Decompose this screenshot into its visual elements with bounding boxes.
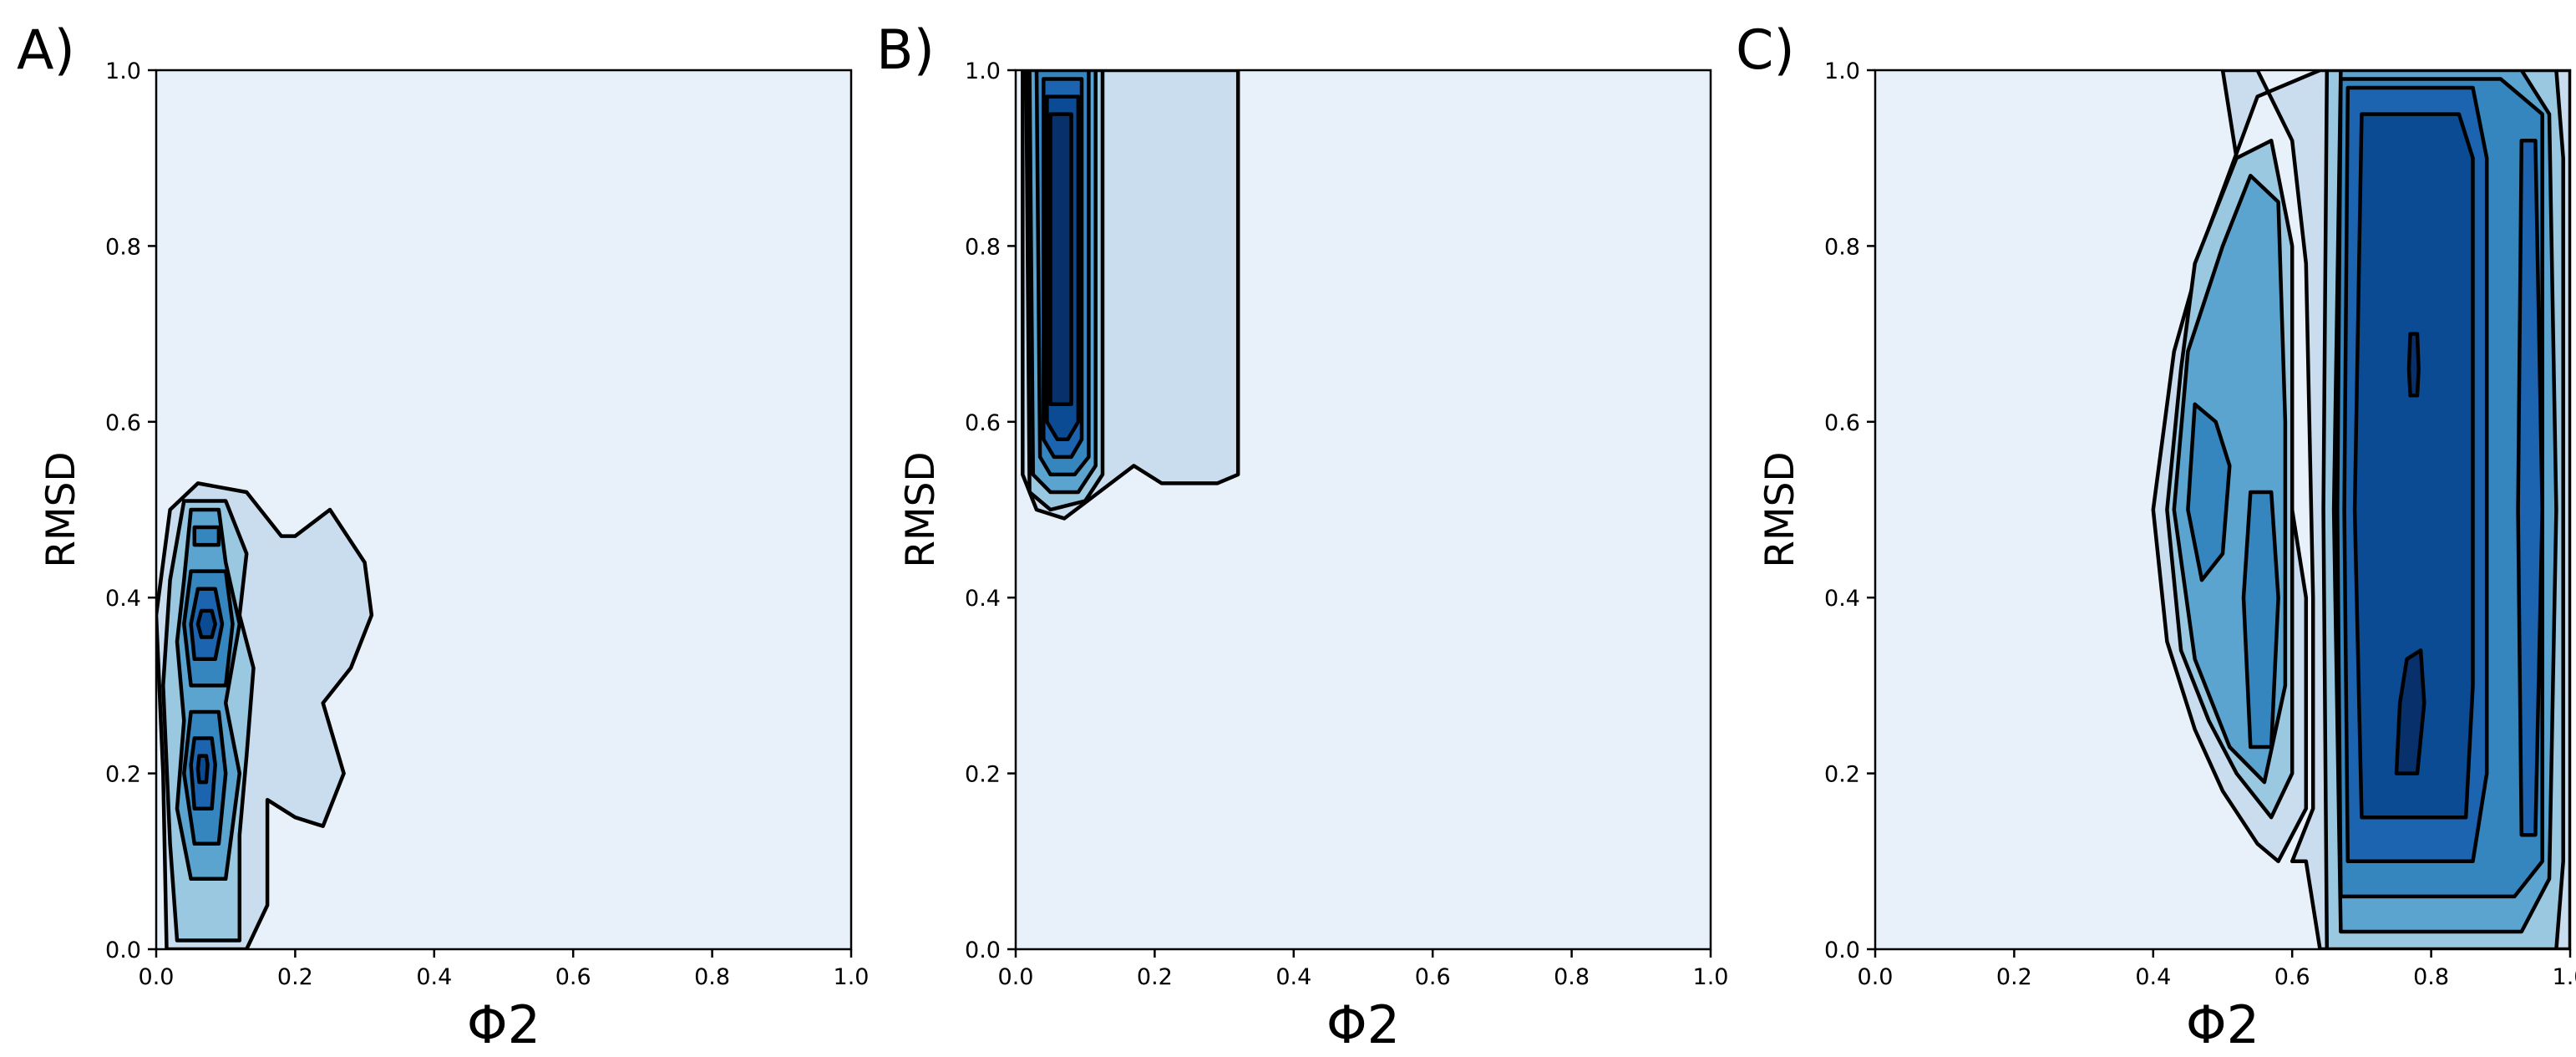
y-tick-label: 0.8 [105, 234, 141, 260]
x-tick-label: 0.4 [416, 964, 452, 990]
x-tick-label: 0.6 [1415, 964, 1451, 990]
contour-level-4 [192, 525, 221, 547]
x-tick-label: 0.6 [2274, 964, 2310, 990]
x-tick-label: 0.4 [2135, 964, 2171, 990]
contour-level-7 [1048, 112, 1073, 407]
x-tick-label: 1.0 [2553, 964, 2576, 990]
y-tick-label: 0.8 [965, 234, 1001, 260]
y-tick-label: 0.4 [105, 586, 141, 612]
y-tick-label: 1.0 [105, 58, 141, 84]
x-tick-label: 0.2 [277, 964, 313, 990]
contour-level-6 [195, 754, 210, 785]
x-axis-label: Φ2 [1326, 994, 1400, 1055]
y-tick-label: 1.0 [965, 58, 1001, 84]
contour-layer [2151, 70, 2570, 949]
panel-c: 0.0 0.2 0.4 0.6 0.8 1.0 0.0 0.2 0.4 0.6 0.8 1.0 Φ2 RM… [1736, 19, 2576, 1055]
panel-letter: A) [17, 19, 75, 82]
x-axis-label: Φ2 [467, 994, 540, 1055]
contour-level-6 [195, 608, 217, 639]
x-tick-label: 0.4 [1275, 964, 1311, 990]
x-tick-label: 0.2 [1137, 964, 1173, 990]
y-tick-label: 0.8 [1824, 234, 1860, 260]
x-axis-label: Φ2 [2186, 994, 2259, 1055]
axes-frame [155, 69, 853, 951]
panel-letter: B) [876, 19, 935, 82]
contour-level-5 [2516, 138, 2544, 837]
axes-frame [1874, 69, 2572, 951]
x-tick-label: 0.6 [555, 964, 591, 990]
y-tick-label: 0.0 [965, 938, 1001, 963]
x-tick-label: 0.8 [1554, 964, 1590, 990]
x-tick-label: 0.2 [1996, 964, 2032, 990]
axes-frame [1014, 69, 1712, 951]
y-tick-label: 0.2 [965, 762, 1001, 788]
y-tick-label: 0.6 [1824, 410, 1860, 436]
y-tick-label: 0.6 [965, 410, 1001, 436]
x-tick-label: 0.8 [2413, 964, 2449, 990]
panel-b: 0.0 0.2 0.4 0.6 0.8 1.0 0.0 0.2 0.4 0.6 0.8 1.0 Φ2 RM… [876, 19, 1728, 1055]
panel-a: 0.0 0.2 0.4 0.6 0.8 1.0 0.0 0.2 0.4 0.6 0.8 1.0 Φ2 RM… [17, 19, 869, 1055]
y-tick-label: 0.2 [105, 762, 141, 788]
y-axis-label: RMSD [1757, 451, 1803, 567]
x-tick-label: 0.0 [998, 964, 1034, 990]
x-tick-label: 0.0 [139, 964, 175, 990]
x-tick-label: 1.0 [834, 964, 870, 990]
y-tick-label: 0.6 [105, 410, 141, 436]
x-tick-label: 0.8 [694, 964, 730, 990]
y-tick-label: 0.4 [965, 586, 1001, 612]
y-tick-label: 0.4 [1824, 586, 1860, 612]
contour-level-7 [2406, 332, 2421, 398]
y-axis-label: RMSD [898, 451, 944, 567]
contour-level-4 [2241, 490, 2280, 750]
x-tick-label: 0.0 [1858, 964, 1894, 990]
y-axis-label: RMSD [38, 451, 84, 567]
x-tick-label: 1.0 [1693, 964, 1729, 990]
contour-level-4 [2186, 402, 2232, 582]
contour-layer [1021, 70, 1240, 521]
y-tick-label: 0.2 [1824, 762, 1860, 788]
y-tick-label: 0.0 [1824, 938, 1860, 963]
contour-layer [156, 481, 374, 949]
y-tick-label: 1.0 [1824, 58, 1860, 84]
contour-level-6 [2352, 112, 2475, 820]
y-tick-label: 0.0 [105, 938, 141, 963]
contour-level-7 [2394, 648, 2426, 775]
panel-letter: C) [1736, 19, 1795, 82]
